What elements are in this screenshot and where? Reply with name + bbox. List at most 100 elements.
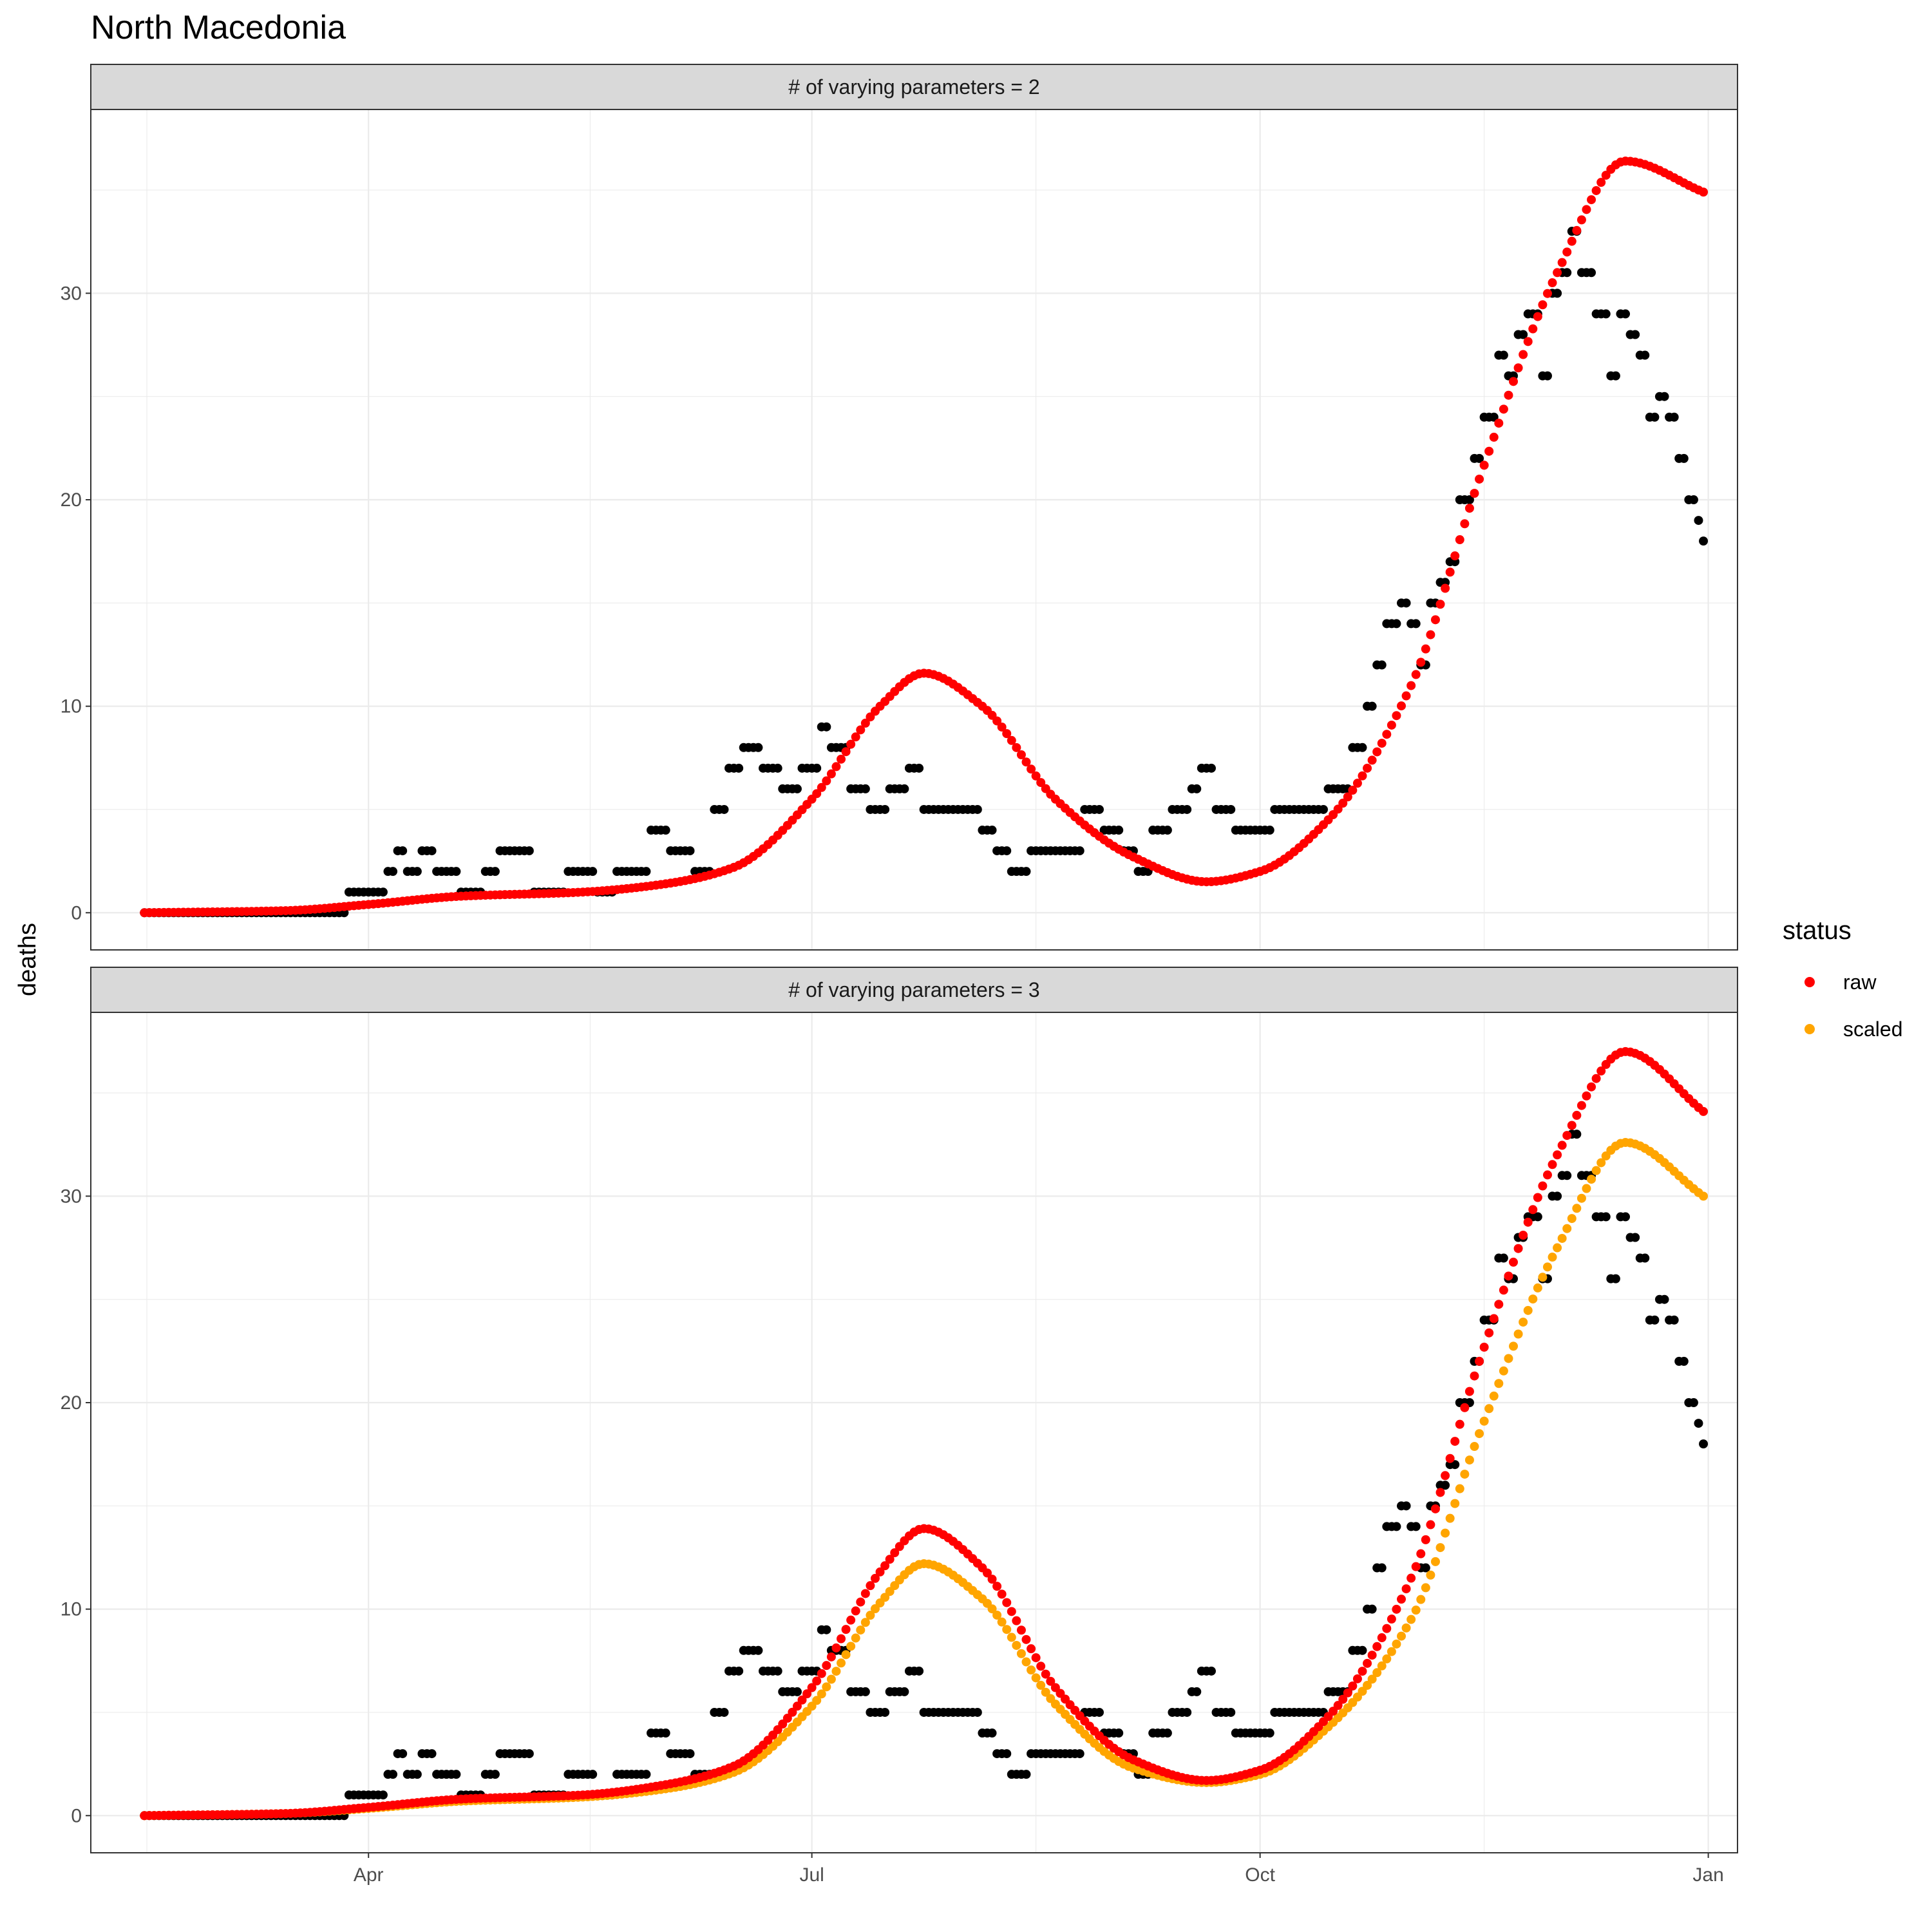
series-scaled-point — [1426, 1570, 1435, 1580]
observed-point — [588, 1770, 598, 1779]
x-tick-label: Jul — [799, 1864, 824, 1886]
series-raw-point — [1406, 681, 1416, 690]
panel-border — [90, 1012, 1738, 1853]
series-scaled-point — [1401, 1623, 1411, 1633]
series-raw-point — [846, 739, 856, 749]
observed-point — [1489, 412, 1499, 422]
series-raw-point — [1372, 1642, 1382, 1651]
series-raw-point — [1557, 258, 1567, 267]
series-raw-point — [1041, 1669, 1050, 1679]
series-raw-point — [1542, 1170, 1552, 1180]
series-raw-point — [1411, 670, 1421, 679]
series-raw-point — [802, 1689, 812, 1699]
observed-point — [1562, 1171, 1572, 1180]
series-raw-point — [1509, 377, 1519, 386]
observed-point — [524, 1749, 534, 1759]
series-scaled-point — [1367, 1674, 1377, 1684]
series-raw-point — [797, 1695, 807, 1705]
series-raw-point — [831, 762, 841, 772]
y-tick-label: 30 — [61, 1186, 82, 1207]
series-raw-point — [812, 1676, 822, 1686]
series-scaled-point — [1557, 1233, 1567, 1243]
series-raw-point — [1343, 792, 1352, 802]
observed-point — [1401, 1501, 1411, 1511]
series-raw-point — [822, 1661, 831, 1671]
series-raw-point — [1475, 474, 1484, 484]
panel-strip — [90, 64, 1738, 110]
series-scaled-point — [826, 1674, 836, 1684]
series-raw-point — [1582, 1091, 1591, 1101]
observed-point — [641, 867, 651, 876]
series-scaled-point — [1587, 1175, 1596, 1184]
observed-point — [427, 1749, 437, 1759]
y-tick-label: 10 — [61, 1599, 82, 1620]
legend: status raw scaled — [1783, 916, 1903, 1041]
legend-title: status — [1783, 916, 1852, 945]
series-raw-point — [1027, 1644, 1036, 1654]
series-scaled-point — [1513, 1329, 1523, 1339]
series-raw-point — [880, 1561, 890, 1571]
series-raw-point — [1562, 1131, 1572, 1141]
observed-point — [388, 1770, 398, 1779]
observed-point — [388, 867, 398, 876]
observed-point — [1358, 1645, 1367, 1655]
series-raw-point — [817, 782, 826, 792]
series-scaled-point — [1397, 1631, 1406, 1641]
observed-point — [987, 1728, 997, 1738]
observed-point — [1542, 371, 1552, 381]
observed-point — [412, 1770, 422, 1779]
series-raw-point — [1007, 735, 1016, 745]
observed-point — [1689, 1398, 1698, 1408]
series-scaled-point — [1012, 1640, 1021, 1650]
series-raw-point — [1596, 178, 1606, 187]
observed-point — [719, 1707, 729, 1717]
observed-point — [641, 1770, 651, 1779]
series-raw-point — [1382, 1624, 1392, 1633]
series-raw-point — [1479, 460, 1489, 470]
series-raw-point — [1572, 225, 1582, 235]
observed-point — [1650, 1315, 1660, 1325]
series-raw-point — [1528, 324, 1538, 334]
observed-point — [490, 867, 500, 876]
observed-point — [753, 1645, 763, 1655]
series-scaled-point — [1582, 1184, 1591, 1193]
observed-point — [1318, 804, 1328, 814]
observed-point — [685, 846, 695, 856]
observed-point — [1679, 453, 1689, 463]
series-raw-point — [841, 1625, 851, 1634]
series-scaled-point — [1509, 1341, 1519, 1351]
series-raw-point — [856, 725, 866, 735]
observed-point — [1192, 1687, 1202, 1696]
observed-point — [1411, 619, 1421, 629]
series-raw-point — [1572, 1110, 1582, 1120]
series-raw-point — [997, 722, 1007, 732]
series-raw-point — [822, 776, 831, 786]
observed-point — [1533, 1212, 1542, 1222]
series-scaled-point — [987, 1604, 997, 1614]
series-scaled-point — [1562, 1224, 1572, 1233]
series-raw-point — [1562, 247, 1572, 257]
observed-point — [1669, 1315, 1679, 1325]
observed-point — [812, 763, 822, 773]
series-raw-point — [1519, 350, 1528, 359]
observed-point — [1377, 1563, 1387, 1573]
series-raw-point — [1392, 1604, 1401, 1614]
series-raw-point — [1567, 236, 1577, 246]
observed-point — [1679, 1356, 1689, 1366]
observed-point — [972, 1707, 982, 1717]
series-raw-point — [1397, 701, 1406, 711]
series-raw-point — [1387, 1615, 1396, 1624]
legend-entry-raw: raw — [1804, 971, 1877, 994]
series-raw-point — [1464, 504, 1474, 513]
series-raw-point — [1348, 786, 1358, 795]
x-tick-label: Jan — [1692, 1864, 1723, 1886]
observed-point — [1182, 1707, 1192, 1717]
series-scaled-point — [1533, 1283, 1542, 1293]
observed-point — [588, 867, 598, 876]
series-scaled-point — [1031, 1673, 1041, 1683]
series-raw-point — [1411, 1562, 1421, 1571]
series-raw-point — [856, 1597, 866, 1607]
observed-point — [1094, 804, 1104, 814]
series-raw-point — [1352, 1674, 1362, 1683]
